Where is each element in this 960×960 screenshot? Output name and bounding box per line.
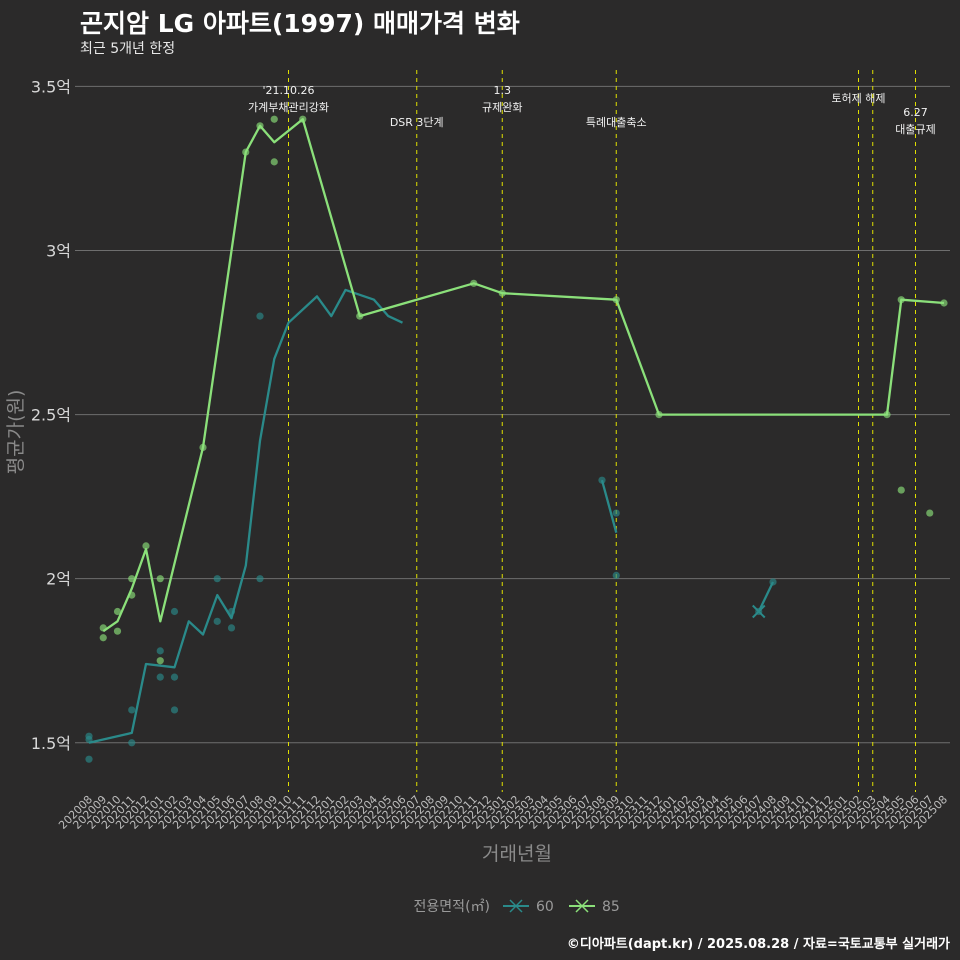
- chart-subtitle: 최근 5개년 한정: [80, 41, 176, 57]
- x-axis-title: 거래년월: [482, 843, 552, 865]
- data-point-60: [85, 755, 93, 763]
- event-annotation: 1.3: [494, 84, 512, 97]
- data-point-60: [156, 673, 164, 681]
- data-point-85: [113, 607, 122, 616]
- data-point-60: [128, 739, 136, 747]
- data-point-85: [897, 486, 905, 494]
- data-point-60: [170, 607, 179, 616]
- data-point-60: [612, 571, 620, 580]
- event-annotation: DSR 3단계: [390, 116, 444, 129]
- data-point-85: [270, 115, 278, 123]
- y-tick-label: 1.5억: [31, 734, 71, 753]
- data-point-85: [142, 542, 150, 550]
- data-point-85: [940, 299, 948, 307]
- event-annotation: 토허제 해제: [831, 91, 885, 105]
- source-caption: ©디아파트(dapt.kr) / 2025.08.28 / 자료=국토교통부 실…: [566, 937, 950, 952]
- event-annotation: 가계부채관리강화: [248, 101, 329, 114]
- event-annotation: '21.10.26: [262, 84, 314, 97]
- data-point-85: [113, 627, 122, 635]
- data-point-60: [256, 312, 264, 320]
- data-point-85: [99, 634, 107, 642]
- data-point-60: [612, 509, 620, 517]
- series-line-60: [757, 581, 775, 612]
- legend-label-85: 85: [602, 899, 620, 915]
- chart-title: 곤지암 LG 아파트(1997) 매매가격 변화: [80, 9, 520, 38]
- legend: 전용면적(㎡) 60 85: [414, 899, 620, 915]
- series-layer: [85, 115, 948, 763]
- data-point-85: [270, 158, 278, 166]
- data-point-60: [227, 624, 236, 632]
- y-tick-label: 3.5억: [31, 77, 71, 96]
- y-axis-ticks: 1.5억 2억 2.5억 3억 3.5억: [31, 77, 71, 752]
- y-tick-label: 2.5억: [31, 406, 71, 425]
- data-point-60: [128, 706, 136, 714]
- x-axis-ticks: 2020082020092020102020112020122021012021…: [56, 793, 950, 832]
- data-point-60: [170, 673, 179, 681]
- data-point-85: [156, 575, 164, 583]
- data-point-85: [156, 657, 164, 665]
- series-line-60: [88, 288, 403, 744]
- data-point-60: [170, 706, 179, 714]
- data-point-60: [213, 575, 221, 583]
- legend-label-60: 60: [536, 899, 554, 915]
- data-point-60: [156, 647, 164, 655]
- y-axis-title: 평균가(원): [5, 390, 27, 475]
- data-point-60: [256, 575, 264, 583]
- event-annotation: 대출규제: [895, 123, 935, 136]
- y-tick-label: 2억: [46, 570, 71, 589]
- event-annotation: 규제완화: [482, 101, 522, 114]
- series-line-85: [102, 118, 945, 633]
- series-line-60: [600, 479, 618, 534]
- legend-swatch-60: [509, 899, 523, 913]
- event-annotation: 6.27: [903, 106, 928, 119]
- y-tick-label: 3억: [46, 242, 71, 261]
- series-marker-60: [752, 604, 766, 619]
- data-point-60: [213, 617, 221, 625]
- data-point-85: [926, 509, 934, 517]
- legend-swatch-85: [575, 899, 589, 913]
- legend-title: 전용면적(㎡): [414, 899, 490, 915]
- event-annotation: 특례대출축소: [586, 116, 647, 129]
